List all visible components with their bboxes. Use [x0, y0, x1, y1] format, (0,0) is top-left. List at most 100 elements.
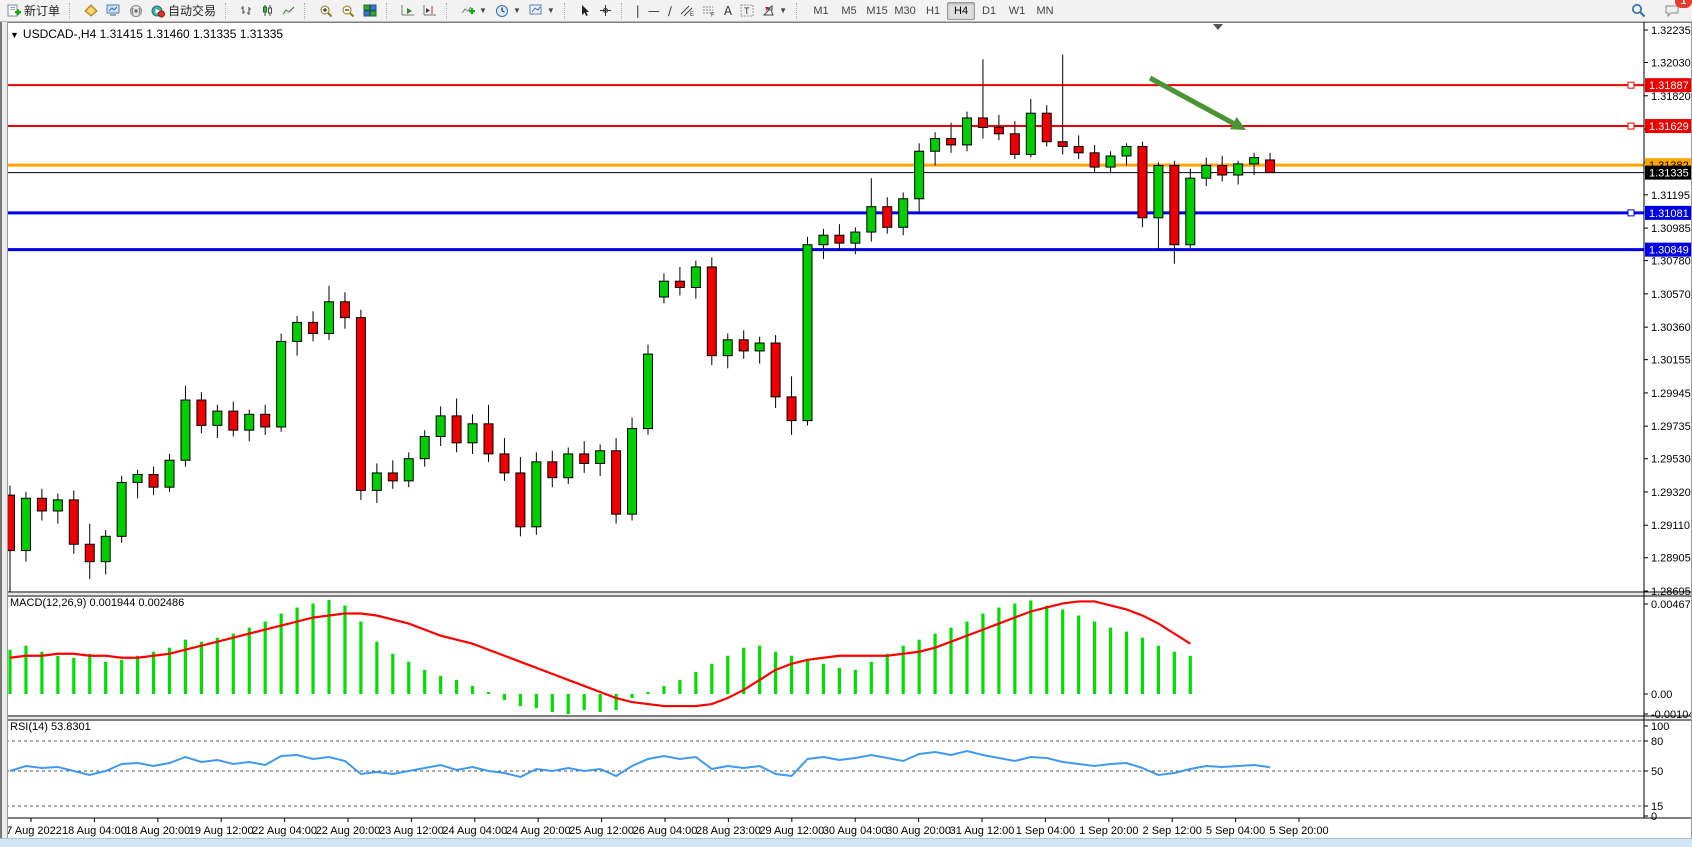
shift-marker-icon[interactable] [1213, 24, 1223, 30]
candle [722, 333, 733, 369]
time-tick-label: 5 Sep 04:00 [1206, 825, 1265, 837]
symbol-ohlc-text: USDCAD-,H4 1.31415 1.31460 1.31335 1.313… [22, 27, 284, 41]
timeframe-button-W1[interactable]: W1 [1008, 4, 1026, 17]
new-order-button[interactable]: 新订单 [3, 0, 64, 21]
time-tick-label: 30 Aug 20:00 [886, 825, 951, 837]
candle-body [339, 301, 350, 319]
bar-chart-mode-button[interactable] [236, 0, 257, 21]
candle [977, 59, 988, 139]
fibonacci-tool-button[interactable]: F [698, 0, 720, 21]
candle [850, 227, 861, 255]
line-chart-mode-button[interactable] [278, 0, 299, 21]
candle-body [355, 317, 366, 491]
timeframe-button-M5[interactable]: M5 [841, 4, 857, 17]
candle-body [292, 321, 303, 342]
toolbar-separator [386, 2, 392, 19]
candle [419, 430, 430, 467]
autotrading-button[interactable]: 自动交易 [147, 0, 220, 21]
text-label-icon: T [740, 4, 754, 17]
candle [164, 453, 175, 492]
indicators-button[interactable]: ▼ [457, 0, 491, 21]
timeframe-button-M30[interactable]: M30 [894, 4, 916, 17]
candle [1057, 54, 1068, 155]
chart-shift-button[interactable] [419, 0, 441, 21]
profiles-button[interactable] [102, 0, 125, 21]
panel-splitter[interactable] [0, 717, 1692, 719]
candle [834, 224, 845, 252]
cursor-icon [581, 5, 589, 16]
candle [754, 336, 765, 364]
signals-button[interactable] [125, 0, 147, 21]
candle [212, 404, 223, 439]
tile-windows-icon [363, 4, 377, 17]
price-tick-label: 1.29530 [1651, 454, 1691, 466]
line-handle[interactable] [1627, 122, 1635, 130]
price-badge-bg [1645, 119, 1691, 134]
one-click-trading-toggle-icon[interactable]: ▼ [10, 30, 19, 40]
candle-body [643, 353, 653, 430]
timeframe-button-M1[interactable]: M1 [813, 4, 829, 17]
timeframe-button-H1[interactable]: H1 [926, 4, 941, 17]
symbol-ohlc-label[interactable]: ▼ USDCAD-,H4 1.31415 1.31460 1.31335 1.31… [10, 27, 283, 41]
candle-body [531, 461, 542, 528]
timeframe-button-M15[interactable]: M15 [866, 4, 888, 17]
main-toolbar: 新订单 [0, 0, 1692, 22]
arrows-tool-button[interactable]: ▼ [758, 0, 791, 21]
line-handle[interactable] [1627, 81, 1635, 89]
zoom-out-button[interactable] [337, 0, 359, 21]
timeframe-button-D1[interactable]: D1 [982, 4, 997, 17]
candle [882, 197, 893, 234]
panel-splitter[interactable] [0, 593, 1692, 595]
vertical-line-tool-button[interactable]: | [635, 3, 640, 18]
candle-body [611, 450, 622, 515]
tile-windows-button[interactable] [359, 0, 381, 21]
candle [1249, 152, 1260, 176]
candle [100, 529, 111, 575]
candle-body [1169, 164, 1180, 246]
candle-body [690, 266, 701, 289]
candle-body [403, 458, 414, 482]
trend-arrow-annotation[interactable] [1148, 75, 1246, 130]
candle-body [722, 339, 733, 357]
timeframe-button-MN[interactable]: MN [1036, 4, 1054, 17]
horizontal-line-tool-button[interactable]: — [647, 3, 660, 18]
templates-button[interactable]: ▼ [525, 0, 559, 21]
text-label-tool-button[interactable]: T [736, 0, 758, 21]
price-tick-label: 1.31195 [1651, 190, 1690, 202]
time-tick-label: 22 Aug 20:00 [316, 825, 381, 837]
candle [1137, 141, 1148, 228]
time-tick-label: 30 Aug 04:00 [823, 825, 888, 837]
text-tool-button[interactable]: A [723, 3, 733, 18]
styler-button[interactable] [80, 0, 102, 21]
cursor-tool-button[interactable] [575, 0, 595, 21]
toolbar-separator [796, 2, 802, 19]
crosshair-tool-button[interactable] [595, 0, 616, 21]
timeframe-button-H4[interactable]: H4 [947, 1, 976, 20]
channel-tool-button[interactable]: E [676, 0, 698, 21]
auto-scroll-button[interactable] [397, 0, 419, 21]
candle [1233, 160, 1244, 185]
time-tick-label: 22 Aug 04:00 [252, 825, 317, 837]
price-badge-1.30849: 1.30849 [1645, 242, 1691, 257]
new-order-icon [7, 4, 21, 16]
candle-body [866, 206, 877, 233]
line-handle[interactable] [1627, 209, 1635, 217]
price-tick-label: 1.29320 [1651, 487, 1691, 499]
price-badge-1.31887: 1.31887 [1645, 78, 1691, 93]
macd-scale-label: -0.001044 [1651, 709, 1692, 721]
periods-button[interactable]: ▼ [491, 0, 525, 21]
price-axis[interactable]: 1.322351.320301.318201.316101.314001.311… [1644, 25, 1691, 598]
candle [786, 376, 797, 435]
candle-body [1265, 159, 1276, 174]
candle-chart-mode-button[interactable] [257, 0, 278, 21]
candle [706, 257, 717, 366]
notifications-button[interactable]: 1 [1660, 0, 1692, 21]
candle [1265, 152, 1276, 174]
search-icon [1632, 4, 1646, 18]
search-button[interactable] [1627, 0, 1650, 21]
candle-body [1121, 145, 1132, 157]
zoom-in-button[interactable] [315, 0, 337, 21]
trendline-tool-button[interactable]: ∕ [667, 3, 672, 18]
